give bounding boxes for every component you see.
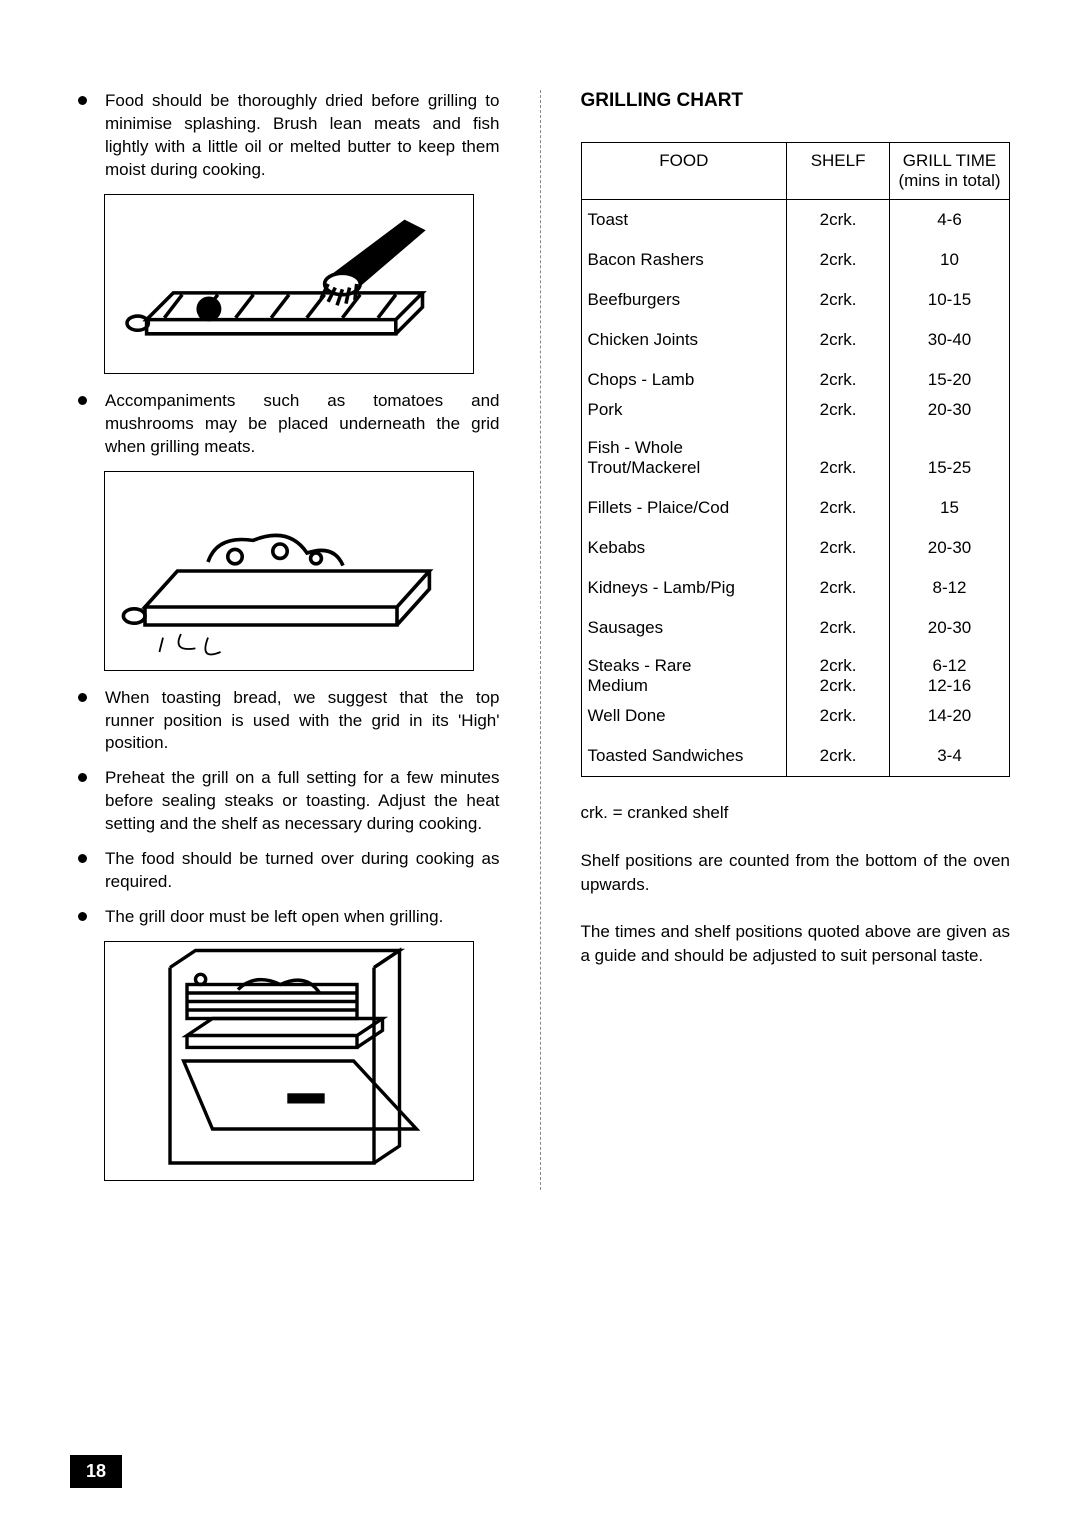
table-cell-time: 20-30 [890, 400, 1009, 430]
table-cell-shelf: 2crk. [787, 360, 889, 400]
table-cell-shelf: 2crk. [787, 320, 889, 360]
table-cell-shelf: 2crk. [787, 648, 889, 676]
header-time-line2: (mins in total) [898, 171, 1000, 190]
table-header-time: GRILL TIME (mins in total) [890, 143, 1010, 200]
right-column: GRILLING CHART FOOD SHELF GRILL TIME (mi… [581, 90, 1011, 1410]
table-cell-time: 6-12 [890, 648, 1009, 676]
bullet-text: When toasting bread, we suggest that the… [105, 687, 500, 756]
left-column: Food should be thoroughly dried before g… [70, 90, 500, 1410]
table-cell-shelf: 2crk. [787, 458, 889, 488]
table-cell-shelf: 2crk. [787, 240, 889, 280]
table-header-food: FOOD [581, 143, 787, 200]
bullet-icon [78, 773, 87, 782]
bullet-item: The food should be turned over during co… [70, 848, 500, 894]
table-row: Toasted Sandwiches [582, 736, 787, 776]
table-cell-time: 30-40 [890, 320, 1009, 360]
legend-text: crk. = cranked shelf [581, 801, 1011, 825]
table-row: Trout/Mackerel [582, 458, 787, 488]
bullet-text: Preheat the grill on a full setting for … [105, 767, 500, 836]
page-number: 18 [70, 1455, 122, 1488]
bullet-text: Accompaniments such as tomatoes and mush… [105, 390, 500, 459]
bullet-item: The grill door must be left open when gr… [70, 906, 500, 929]
note-shelf-positions: Shelf positions are counted from the bot… [581, 849, 1011, 897]
illustration-grill-pan-brush [104, 194, 474, 374]
bullet-item: Accompaniments such as tomatoes and mush… [70, 390, 500, 459]
table-row: Well Done [582, 706, 787, 736]
table-cell-time: 15-25 [890, 458, 1009, 488]
section-title: GRILLING CHART [581, 90, 1011, 112]
table-cell-shelf: 2crk. [787, 488, 889, 528]
bullet-text: The grill door must be left open when gr… [105, 906, 500, 929]
bullet-text: The food should be turned over during co… [105, 848, 500, 894]
header-time-line1: GRILL TIME [903, 151, 997, 170]
table-cell-time: 14-20 [890, 706, 1009, 736]
table-cell-time: 20-30 [890, 608, 1009, 648]
table-row: Medium [582, 676, 787, 706]
grilling-chart-table: FOOD SHELF GRILL TIME (mins in total) To… [581, 142, 1011, 777]
bullet-icon [78, 396, 87, 405]
bullet-item: Preheat the grill on a full setting for … [70, 767, 500, 836]
table-header-shelf: SHELF [787, 143, 890, 200]
table-cell-time: 8-12 [890, 568, 1009, 608]
table-row: Pork [582, 400, 787, 430]
table-row: Kebabs [582, 528, 787, 568]
note-guide: The times and shelf positions quoted abo… [581, 920, 1011, 968]
table-cell-time: 10-15 [890, 280, 1009, 320]
table-cell-shelf: 2crk. [787, 676, 889, 706]
table-cell-time: 20-30 [890, 528, 1009, 568]
table-cell-shelf: 2crk. [787, 706, 889, 736]
bullet-icon [78, 96, 87, 105]
table-cell-time [890, 430, 1009, 458]
table-cell-shelf: 2crk. [787, 400, 889, 430]
table-cell-time: 15 [890, 488, 1009, 528]
table-row: Fish - Whole [582, 430, 787, 458]
column-divider [540, 90, 541, 1190]
table-cell-shelf [787, 430, 889, 458]
table-cell-shelf: 2crk. [787, 280, 889, 320]
bullet-text: Food should be thoroughly dried before g… [105, 90, 500, 182]
table-cell-shelf: 2crk. [787, 736, 889, 776]
table-cell-shelf: 2crk. [787, 608, 889, 648]
bullet-icon [78, 912, 87, 921]
illustration-oven-door-open [104, 941, 474, 1181]
bullet-item: When toasting bread, we suggest that the… [70, 687, 500, 756]
table-row: Sausages [582, 608, 787, 648]
table-cell-time: 10 [890, 240, 1009, 280]
table-cell-shelf: 2crk. [787, 528, 889, 568]
table-cell-shelf: 2crk. [787, 200, 889, 240]
table-cell-time: 4-6 [890, 200, 1009, 240]
bullet-icon [78, 693, 87, 702]
table-cell-time: 3-4 [890, 736, 1009, 776]
table-row: Beefburgers [582, 280, 787, 320]
table-cell-shelf: 2crk. [787, 568, 889, 608]
table-row: Chicken Joints [582, 320, 787, 360]
table-row: Steaks - Rare [582, 648, 787, 676]
bullet-icon [78, 854, 87, 863]
table-row: Bacon Rashers [582, 240, 787, 280]
bullet-item: Food should be thoroughly dried before g… [70, 90, 500, 182]
table-row: Fillets - Plaice/Cod [582, 488, 787, 528]
table-cell-time: 12-16 [890, 676, 1009, 706]
table-row: Toast [582, 200, 787, 240]
table-row: Kidneys - Lamb/Pig [582, 568, 787, 608]
table-row: Chops - Lamb [582, 360, 787, 400]
table-cell-time: 15-20 [890, 360, 1009, 400]
illustration-grill-pan-food [104, 471, 474, 671]
